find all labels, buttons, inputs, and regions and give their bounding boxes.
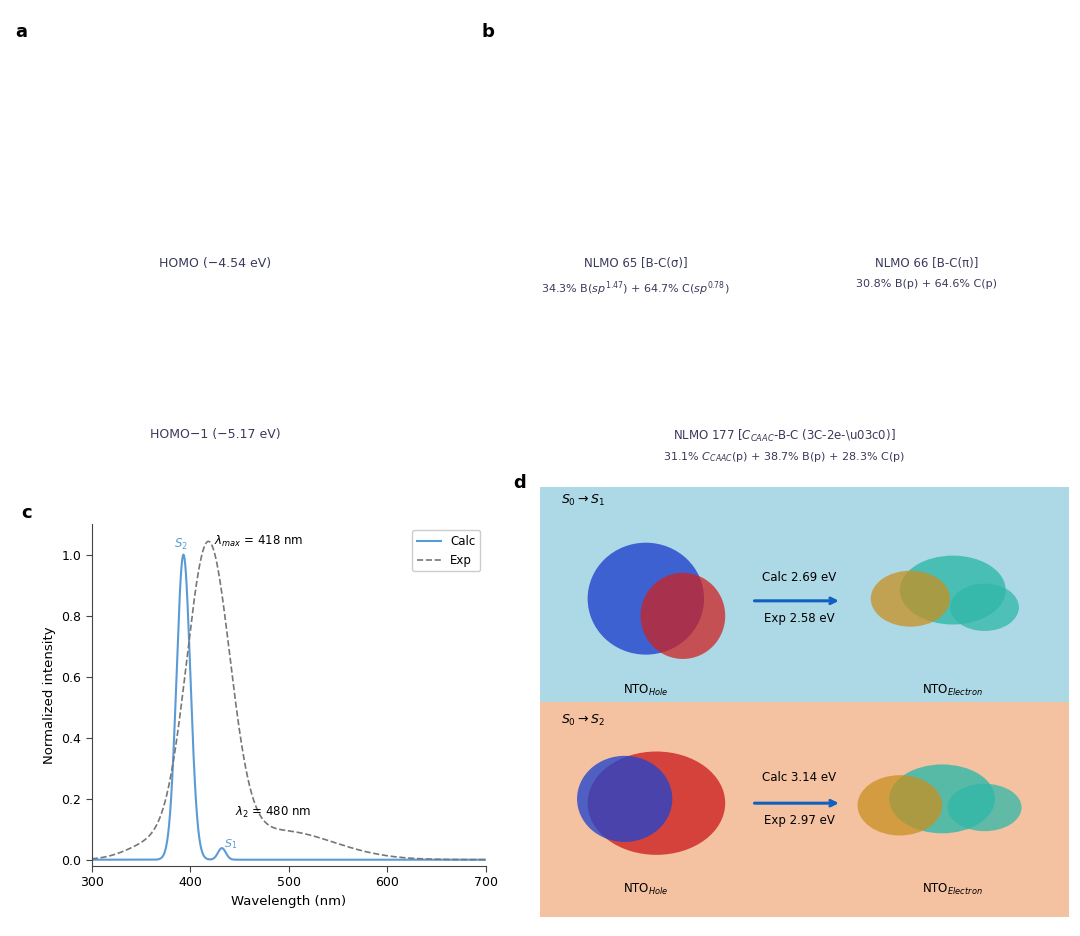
Text: 31.1% $C_{CAAC}$(p) + 38.7% B(p) + 28.3% C(p): 31.1% $C_{CAAC}$(p) + 38.7% B(p) + 28.3%… [663, 450, 905, 464]
Exp [251, 804, 264, 815]
Exp [232, 718, 245, 729]
Ellipse shape [947, 783, 1022, 831]
Text: HOMO (−4.54 eV): HOMO (−4.54 eV) [159, 256, 271, 270]
Text: NLMO 66 [B-C(π)]: NLMO 66 [B-C(π)] [875, 256, 978, 270]
Ellipse shape [870, 571, 950, 626]
Calc [251, 854, 264, 865]
Ellipse shape [588, 543, 704, 654]
Text: $\lambda_2$ = 480 nm: $\lambda_2$ = 480 nm [234, 805, 311, 820]
Ellipse shape [640, 573, 726, 659]
Text: NTO$_{Hole}$: NTO$_{Hole}$ [623, 882, 669, 897]
Text: NLMO 65 [B-C(σ)]: NLMO 65 [B-C(σ)] [584, 256, 687, 270]
Ellipse shape [588, 752, 726, 855]
Exp [444, 854, 457, 865]
Calc [140, 854, 153, 865]
Calc [444, 854, 457, 865]
Exp [499, 854, 512, 865]
Legend: Calc, Exp: Calc, Exp [413, 530, 481, 571]
Text: $\lambda_{max}$ = 418 nm: $\lambda_{max}$ = 418 nm [214, 534, 303, 548]
Line: Calc: Calc [72, 555, 505, 859]
Text: $S_1$: $S_1$ [224, 837, 238, 851]
Text: NTO$_{Electron}$: NTO$_{Electron}$ [922, 882, 983, 897]
Exp [116, 846, 129, 857]
Text: $S_2$: $S_2$ [174, 536, 188, 551]
Y-axis label: Normalized intensity: Normalized intensity [43, 626, 56, 764]
Ellipse shape [950, 584, 1018, 631]
Ellipse shape [577, 755, 672, 842]
Exp [202, 535, 215, 547]
Exp [140, 832, 153, 843]
X-axis label: Wavelength (nm): Wavelength (nm) [231, 895, 347, 908]
Text: 30.8% B(p) + 64.6% C(p): 30.8% B(p) + 64.6% C(p) [856, 279, 997, 289]
Text: Exp 2.97 eV: Exp 2.97 eV [764, 814, 835, 826]
Text: d: d [514, 474, 526, 491]
Calc [499, 854, 512, 865]
Text: Exp 2.58 eV: Exp 2.58 eV [764, 611, 835, 624]
Text: NLMO 177 [$C_{CAAC}$-B-C (3C-2e-\u03c0)]: NLMO 177 [$C_{CAAC}$-B-C (3C-2e-\u03c0)] [673, 428, 895, 444]
Text: NTO$_{Hole}$: NTO$_{Hole}$ [623, 682, 669, 697]
Text: c: c [21, 504, 31, 521]
Calc [116, 854, 129, 865]
Calc [444, 854, 457, 865]
Text: Calc 2.69 eV: Calc 2.69 eV [762, 571, 836, 583]
Text: HOMO−1 (−5.17 eV): HOMO−1 (−5.17 eV) [150, 428, 280, 441]
Calc [232, 854, 245, 865]
Text: $S_0 \rightarrow S_1$: $S_0 \rightarrow S_1$ [562, 493, 605, 508]
Exp [490, 854, 503, 865]
Line: Exp: Exp [72, 541, 505, 859]
Text: Calc 3.14 eV: Calc 3.14 eV [762, 771, 836, 783]
Text: b: b [482, 23, 494, 41]
Calc [66, 854, 79, 865]
Exp [66, 854, 79, 865]
Text: a: a [15, 23, 27, 41]
Text: 34.3% B($sp^{1.47}$) + 64.7% C($sp^{0.78}$): 34.3% B($sp^{1.47}$) + 64.7% C($sp^{0.78… [541, 279, 730, 298]
Calc [491, 854, 504, 865]
Calc [177, 549, 190, 561]
Ellipse shape [900, 556, 1005, 624]
Text: $S_0 \rightarrow S_2$: $S_0 \rightarrow S_2$ [562, 713, 605, 728]
Text: NTO$_{Electron}$: NTO$_{Electron}$ [922, 682, 983, 697]
Bar [540, 487, 1069, 702]
Bar [540, 702, 1069, 917]
Ellipse shape [858, 775, 942, 836]
Ellipse shape [889, 765, 995, 833]
